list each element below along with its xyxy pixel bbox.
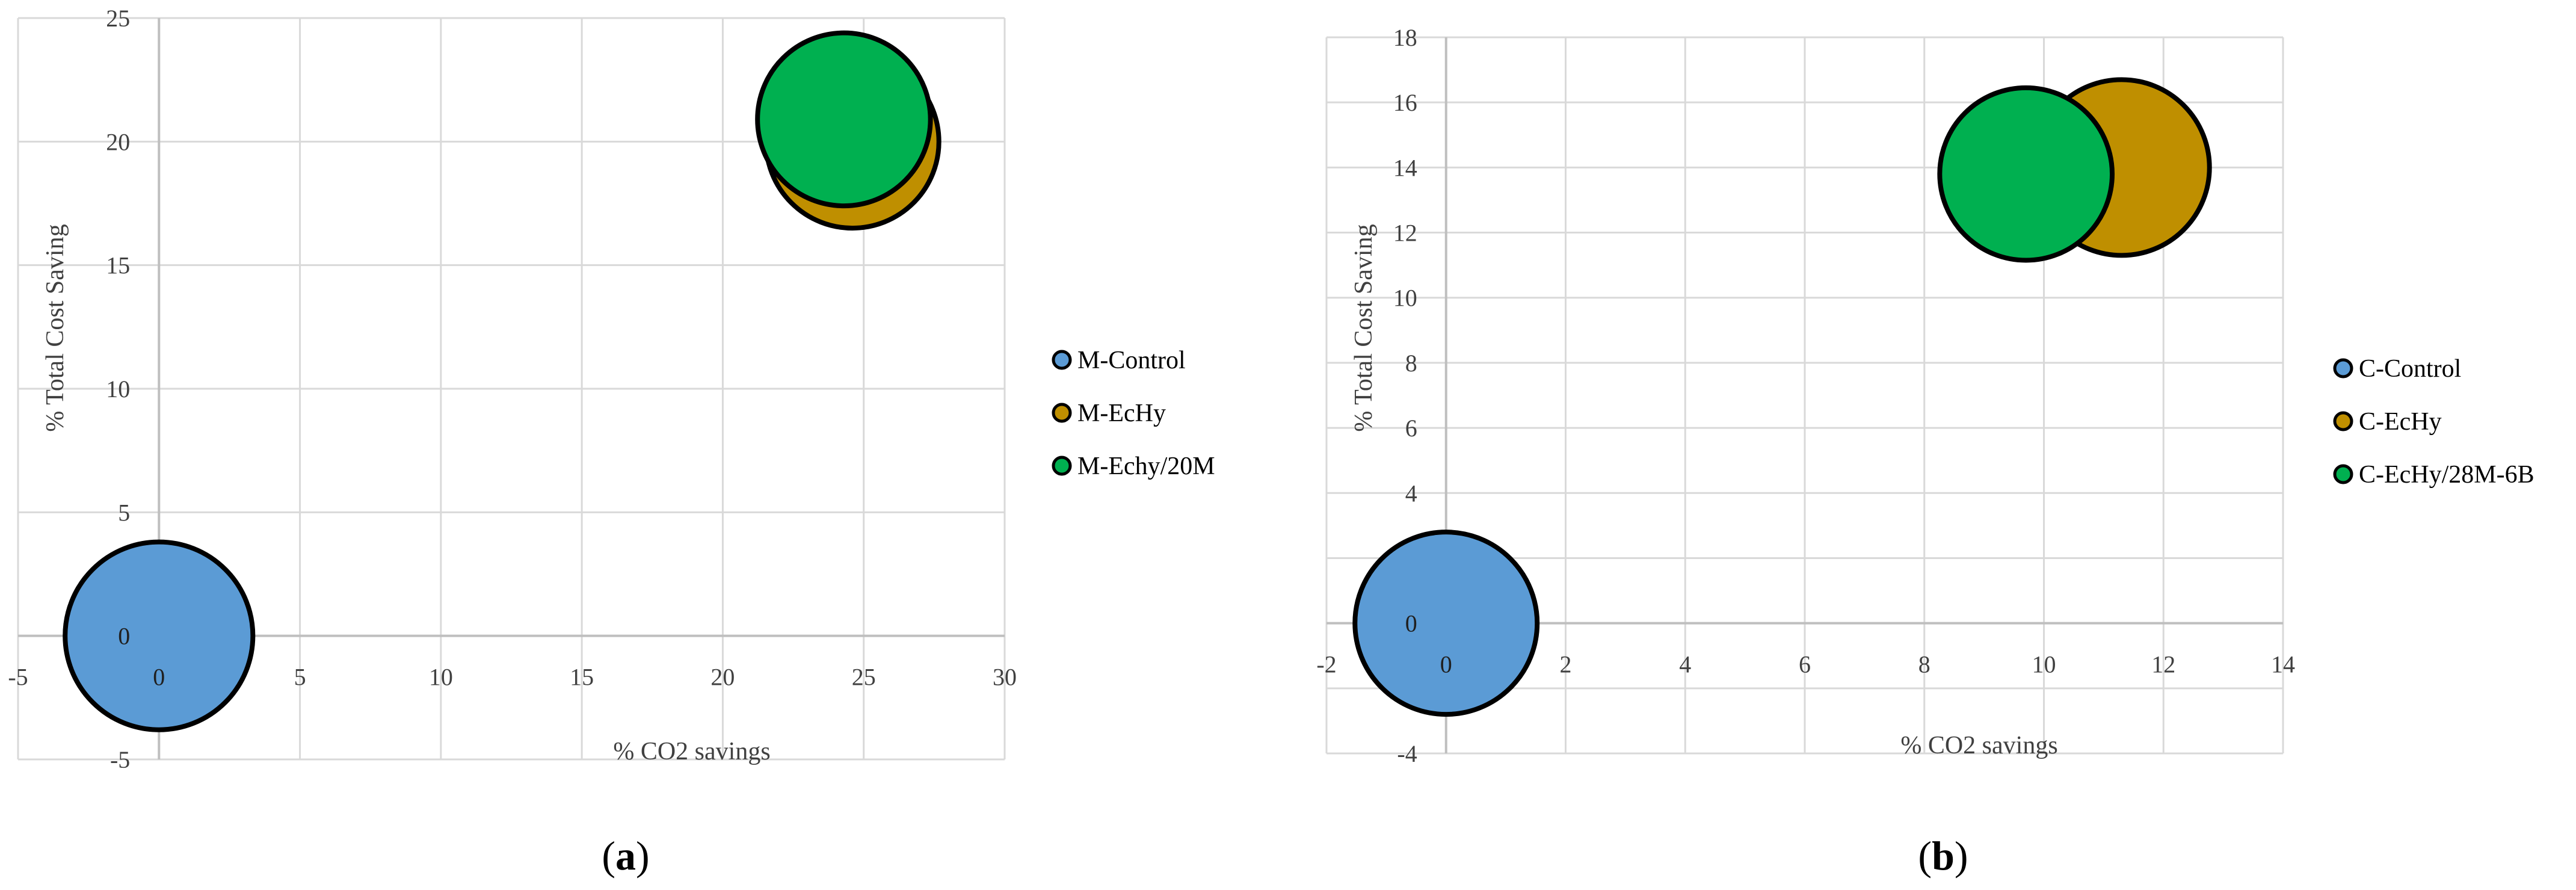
x-tick-label: 8	[1918, 651, 1930, 678]
y-tick-label: 10	[1393, 285, 1417, 312]
x-tick-label: 10	[2032, 651, 2056, 678]
chart-panel-a: -5 5 10 15 20 25 30 -5 5 10 15 20 25 00 % CO2 saving…	[8, 5, 1215, 879]
x-tick-label: 6	[1799, 651, 1811, 678]
y-tick-label: 15	[106, 252, 130, 279]
bubbles-b: 00	[1352, 77, 2212, 717]
legend-marker-m-echy-20m	[1052, 456, 1072, 476]
caption-b: (b)	[1918, 833, 1968, 879]
x-tick-label-zero: 0	[153, 664, 165, 691]
legend-marker-c-echy-28m-6b	[2333, 464, 2353, 484]
y-tick-label: 6	[1405, 415, 1417, 442]
x-axis-label-b: % CO2 savings	[1900, 732, 2057, 759]
y-tick-label: -4	[1397, 740, 1417, 767]
x-tick-label-zero: 0	[1440, 651, 1452, 678]
bubble-c-echy-28m-6b	[1937, 85, 2115, 263]
x-tick-label: 10	[429, 664, 453, 691]
x-tick-label: 14	[2271, 651, 2295, 678]
x-tick-label: 4	[1679, 651, 1691, 678]
y-tick-label: 14	[1393, 154, 1417, 181]
x-tick-label: 25	[852, 664, 876, 691]
y-tick-label: 16	[1393, 89, 1417, 116]
legend-label: C-EcHy	[2359, 408, 2442, 436]
legend-label: C-Control	[2359, 355, 2461, 383]
y-tick-label: 5	[118, 499, 130, 526]
legend-label: M-EcHy	[1077, 400, 1166, 427]
legend-marker-m-echy	[1052, 403, 1072, 423]
y-tick-label-zero: 0	[118, 623, 130, 650]
y-axis-label-a: % Total Cost Saving	[42, 224, 69, 431]
bubbles-a: 00	[63, 30, 941, 732]
bubble-m-echy-20m	[755, 30, 933, 209]
legend-marker-c-echy	[2333, 411, 2353, 431]
x-tick-label: 12	[2151, 651, 2175, 678]
legend-marker-c-control	[2333, 358, 2353, 379]
y-tick-label-zero: 0	[1405, 610, 1417, 637]
y-tick-label: 25	[106, 5, 130, 32]
y-axis-label-b: % Total Cost Saving	[1350, 224, 1378, 431]
x-tick-label: 2	[1560, 651, 1572, 678]
legend-label: M-Echy/20M	[1077, 453, 1215, 480]
x-tick-label: 30	[993, 664, 1017, 691]
legend-label: M-Control	[1077, 347, 1186, 374]
caption-a: (a)	[602, 833, 649, 879]
y-tick-label: 4	[1405, 480, 1417, 507]
bubble-c-control	[1352, 530, 1540, 717]
legend-label: C-EcHy/28M-6B	[2359, 461, 2534, 489]
y-tick-label: 8	[1405, 350, 1417, 377]
x-tick-label: -2	[1316, 651, 1336, 678]
legend-a: M-Control M-EcHy M-Echy/20M	[1052, 347, 1215, 480]
x-tick-label: 15	[570, 664, 594, 691]
y-tick-label: 18	[1393, 24, 1417, 51]
x-tick-label: 20	[710, 664, 735, 691]
x-tick-label: 5	[294, 664, 306, 691]
x-tick-label: -5	[8, 664, 28, 691]
x-axis-label-a: % CO2 savings	[613, 738, 770, 765]
y-tick-label: 12	[1393, 220, 1417, 247]
legend-b: C-Control C-EcHy C-EcHy/28M-6B	[2333, 355, 2534, 489]
axes-a: -5 5 10 15 20 25 30 -5 5 10 15 20 25	[8, 5, 1017, 773]
bubble-m-control	[63, 539, 256, 732]
y-tick-label: 20	[106, 128, 130, 155]
legend-marker-m-control	[1052, 350, 1072, 370]
y-tick-label: 10	[106, 375, 130, 403]
y-tick-label: -5	[110, 746, 130, 773]
